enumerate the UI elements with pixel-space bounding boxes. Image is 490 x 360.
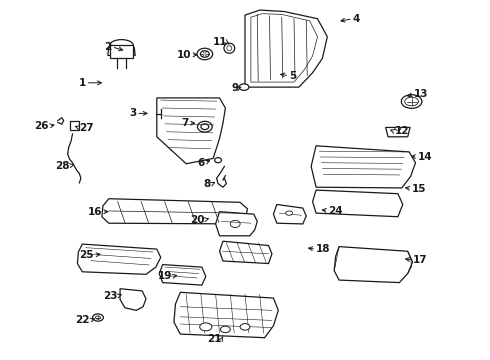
Ellipse shape (224, 43, 235, 53)
Text: 19: 19 (158, 271, 172, 282)
Ellipse shape (401, 95, 422, 108)
Ellipse shape (395, 127, 401, 130)
Text: 9: 9 (231, 83, 239, 93)
Text: 11: 11 (212, 37, 227, 48)
Ellipse shape (200, 323, 212, 331)
Polygon shape (102, 199, 247, 224)
Polygon shape (216, 212, 257, 236)
Polygon shape (245, 10, 327, 87)
Ellipse shape (201, 124, 209, 130)
Ellipse shape (230, 220, 240, 228)
Ellipse shape (197, 121, 212, 132)
Ellipse shape (220, 326, 230, 333)
Text: 26: 26 (34, 121, 49, 131)
Ellipse shape (405, 97, 418, 106)
Text: 5: 5 (289, 71, 296, 81)
Text: 23: 23 (103, 291, 118, 301)
Text: 17: 17 (413, 255, 428, 265)
Ellipse shape (93, 314, 103, 321)
Text: 12: 12 (394, 126, 409, 136)
Polygon shape (157, 98, 225, 164)
Polygon shape (159, 265, 206, 285)
Ellipse shape (227, 46, 232, 51)
Text: 16: 16 (87, 207, 102, 217)
Text: 6: 6 (197, 158, 205, 168)
Ellipse shape (110, 40, 133, 51)
Ellipse shape (240, 324, 250, 330)
Text: 14: 14 (417, 152, 432, 162)
Polygon shape (311, 146, 416, 188)
Text: 8: 8 (203, 179, 211, 189)
Polygon shape (386, 127, 410, 137)
Text: 3: 3 (129, 108, 136, 118)
Text: 7: 7 (181, 118, 189, 128)
Ellipse shape (239, 84, 249, 90)
Ellipse shape (286, 211, 293, 215)
Polygon shape (313, 190, 403, 217)
Text: 10: 10 (176, 50, 191, 60)
Ellipse shape (96, 316, 100, 319)
Polygon shape (108, 41, 135, 55)
Polygon shape (77, 244, 161, 274)
Ellipse shape (215, 158, 221, 163)
Text: 15: 15 (412, 184, 426, 194)
Polygon shape (120, 289, 146, 310)
Text: 13: 13 (414, 89, 429, 99)
Text: 24: 24 (328, 206, 343, 216)
Text: 20: 20 (190, 215, 205, 225)
Text: 28: 28 (55, 161, 70, 171)
Text: 18: 18 (316, 244, 331, 254)
Ellipse shape (200, 51, 209, 57)
Text: 21: 21 (207, 334, 221, 344)
Polygon shape (334, 247, 413, 283)
Bar (70, 121, 79, 130)
Text: 25: 25 (79, 250, 94, 260)
Text: 1: 1 (78, 78, 86, 88)
Text: 22: 22 (75, 315, 90, 325)
Text: 27: 27 (79, 123, 94, 133)
Polygon shape (273, 204, 306, 224)
Text: 4: 4 (353, 14, 360, 24)
Text: 2: 2 (104, 42, 112, 52)
Bar (110, 45, 133, 58)
Ellipse shape (197, 48, 213, 60)
Polygon shape (174, 292, 278, 338)
Polygon shape (251, 14, 318, 82)
Polygon shape (220, 241, 272, 264)
